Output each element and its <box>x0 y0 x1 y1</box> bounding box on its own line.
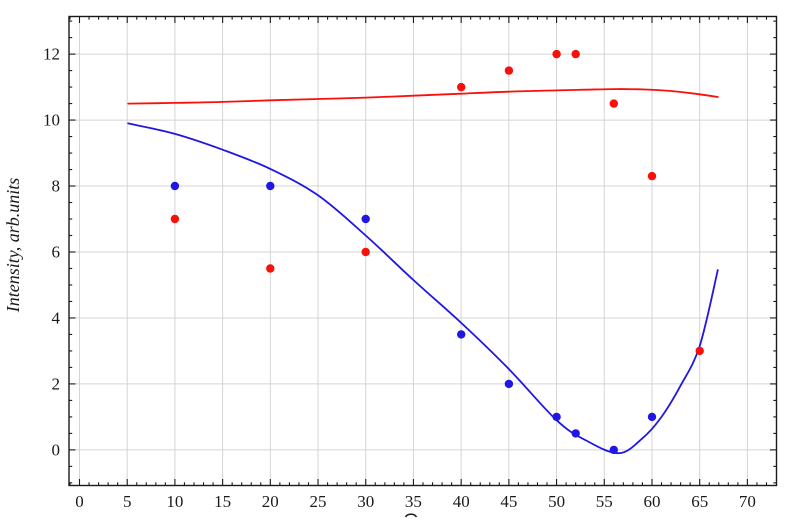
x-tick-label: 10 <box>166 492 183 511</box>
x-tick-label: 30 <box>357 492 374 511</box>
blue-data-point <box>361 214 370 224</box>
y-axis-label: Intensity, arb.units <box>3 178 23 314</box>
red-data-point <box>457 82 466 92</box>
blue-curve <box>127 122 719 455</box>
red-data-point <box>361 247 370 257</box>
x-gridlines <box>78 16 748 486</box>
blue-data-point <box>170 181 180 191</box>
red-data-point <box>170 214 180 224</box>
y-tick-label: 8 <box>52 177 61 196</box>
x-tick-labels: 0 5 10 15 20 25 30 35 40 45 50 55 60 65 70 <box>75 492 756 511</box>
y-tick-label: 0 <box>52 440 61 459</box>
red-points <box>170 49 704 356</box>
y-tick-label: 10 <box>43 111 60 130</box>
blue-data-point <box>266 181 275 191</box>
x-tick-label: 50 <box>548 492 565 511</box>
x-tick-label: 65 <box>691 492 708 511</box>
x-tick-label: 35 <box>405 492 422 511</box>
red-curve <box>127 88 719 105</box>
y-tick-label: 12 <box>43 45 60 64</box>
red-data-point <box>609 99 618 108</box>
red-data-point <box>571 49 580 59</box>
blue-data-point <box>647 412 657 422</box>
x-tick-label: 60 <box>644 492 661 511</box>
x-axis-label-clipped-fragment <box>404 513 418 518</box>
y-gridlines <box>69 53 777 451</box>
red-data-point <box>266 264 275 273</box>
red-data-point <box>552 49 561 59</box>
blue-data-point <box>457 330 466 339</box>
x-tick-label: 40 <box>453 492 470 511</box>
x-tick-label: 25 <box>310 492 327 511</box>
y-tick-label: 4 <box>52 309 61 328</box>
x-tick-label: 55 <box>596 492 613 511</box>
x-tick-label: 15 <box>214 492 231 511</box>
blue-points <box>170 181 657 455</box>
x-tick-label: 5 <box>123 492 132 511</box>
blue-data-point <box>552 412 561 422</box>
axis-ticks <box>69 16 777 486</box>
y-tick-label: 6 <box>52 243 61 262</box>
x-tick-label: 70 <box>739 492 756 511</box>
x-tick-label: 0 <box>75 492 84 511</box>
red-data-point <box>695 346 704 356</box>
x-tick-label: 45 <box>500 492 517 511</box>
blue-data-point <box>571 429 580 438</box>
x-tick-label: 20 <box>262 492 279 511</box>
y-tick-labels: 0 2 4 6 8 10 12 <box>43 45 61 460</box>
blue-data-point <box>504 379 514 389</box>
red-data-point <box>504 66 514 75</box>
y-tick-label: 2 <box>52 374 61 393</box>
red-data-point <box>647 171 657 181</box>
blue-data-point <box>609 445 618 455</box>
